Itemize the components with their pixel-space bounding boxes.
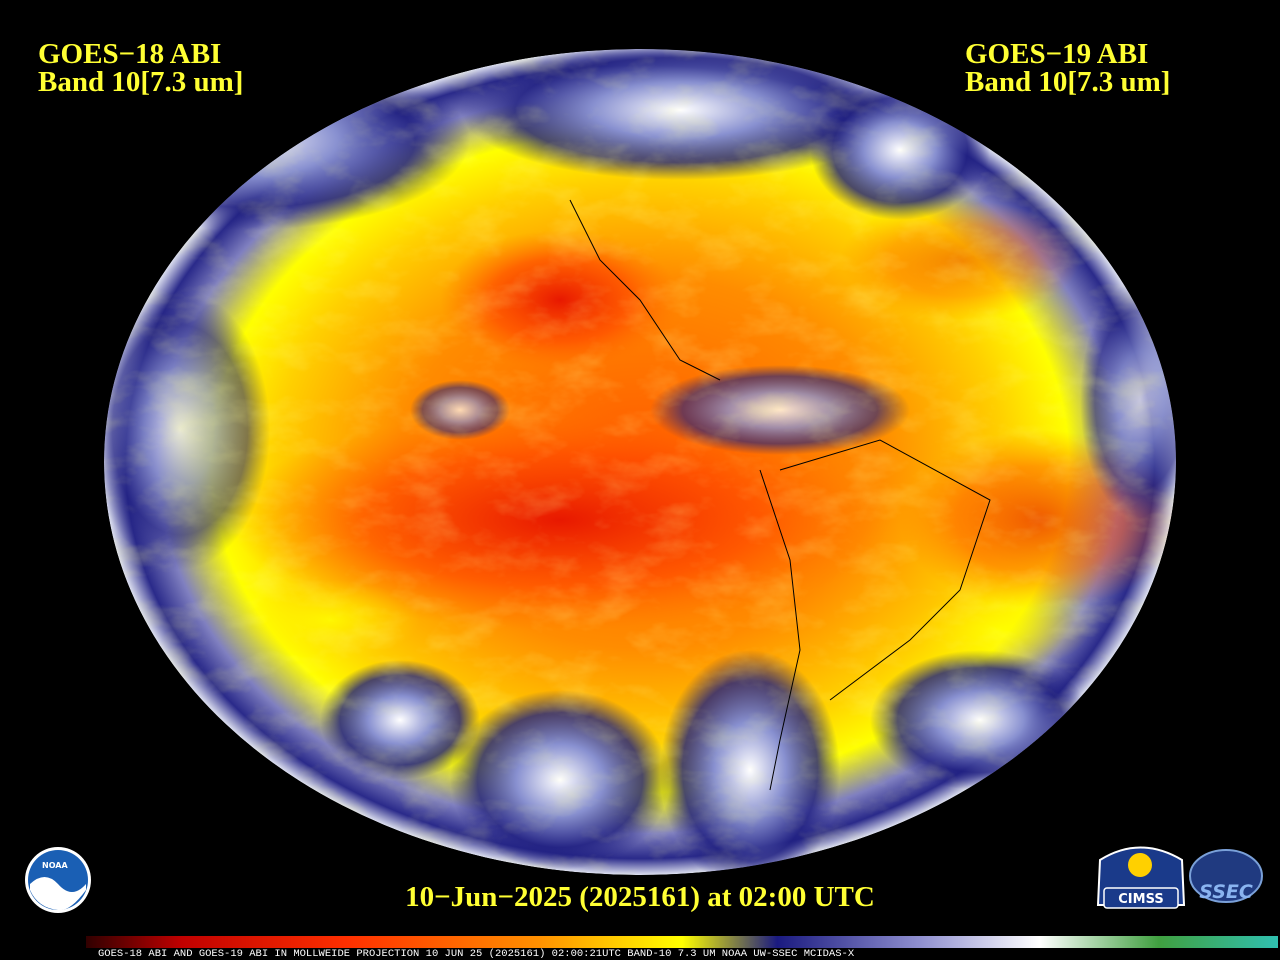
footer-caption: GOES-18 ABI AND GOES-19 ABI IN MOLLWEIDE…: [98, 948, 855, 960]
right-title: GOES−19 ABI: [965, 38, 1148, 70]
noaa-logo: NOAA: [25, 847, 91, 913]
cimss-logo: CIMSS: [1096, 846, 1186, 909]
ssec-label: SSEC: [1199, 881, 1253, 903]
noaa-label: NOAA: [42, 861, 68, 870]
coastline: [569, 199, 991, 791]
timestamp: 10−Jun−2025 (2025161) at 02:00 UTC: [405, 881, 875, 913]
color-bar: [86, 936, 1278, 948]
right-subtitle: Band 10[7.3 um]: [965, 66, 1170, 98]
left-subtitle: Band 10[7.3 um]: [38, 66, 243, 98]
ssec-logo: SSEC: [1189, 849, 1263, 903]
cimss-label: CIMSS: [1118, 892, 1163, 907]
left-title: GOES−18 ABI: [38, 38, 221, 70]
